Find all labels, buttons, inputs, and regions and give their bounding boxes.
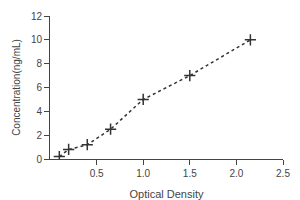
svg-text:4: 4	[36, 106, 42, 117]
svg-text:Concentration(ng/mL): Concentration(ng/mL)	[11, 39, 22, 136]
svg-text:1.5: 1.5	[183, 168, 197, 179]
svg-text:2: 2	[36, 130, 42, 141]
svg-text:12: 12	[31, 11, 43, 22]
svg-text:0: 0	[36, 154, 42, 165]
svg-text:2.0: 2.0	[229, 168, 243, 179]
svg-text:0.5: 0.5	[90, 168, 104, 179]
svg-text:6: 6	[36, 82, 42, 93]
svg-text:1.0: 1.0	[136, 168, 150, 179]
svg-text:8: 8	[36, 58, 42, 69]
svg-text:Optical Density: Optical Density	[130, 188, 204, 200]
svg-text:2.5: 2.5	[276, 168, 290, 179]
svg-text:10: 10	[31, 34, 43, 45]
